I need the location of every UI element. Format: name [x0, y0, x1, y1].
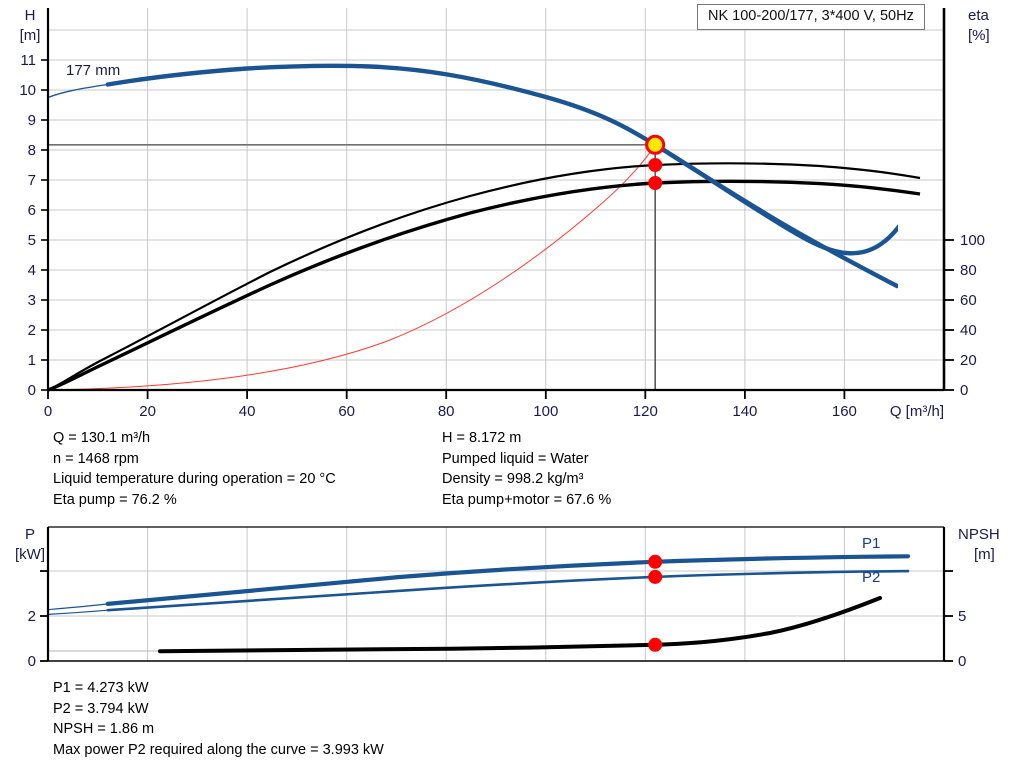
top-ytick-3: 3 [28, 292, 36, 309]
info-maxpower: Max power P2 required along the curve = … [53, 741, 384, 758]
top-ytick-5: 5 [28, 232, 36, 249]
info-liqtemp: Liquid temperature during operation = 20… [53, 471, 336, 487]
top-y2tick-40: 40 [960, 322, 977, 339]
top-ytick-0: 0 [28, 382, 36, 399]
bottom-y2tick-5: 5 [958, 608, 966, 625]
info-etapump: Eta pump = 76.2 % [53, 491, 177, 508]
bottom-right-ticks [944, 570, 953, 662]
top-ytick-7: 7 [28, 172, 36, 189]
npsh-curve [158, 596, 882, 654]
top-horizontal-gridlines [48, 29, 944, 361]
info-q: Q = 130.1 m³/h [53, 430, 151, 446]
top-xtick-100: 100 [533, 403, 558, 420]
impeller-diameter-label: 177 mm [66, 62, 120, 79]
top-ytick-11: 11 [20, 52, 36, 69]
power-npsh-chart: P1 P2 0 2 0 5 P [0, 515, 1024, 675]
top-ytick-8: 8 [28, 142, 36, 159]
head-curve-leadin [47, 83, 108, 99]
top-right-ticks [944, 239, 954, 391]
top-xtick-120: 120 [633, 403, 658, 420]
info-h: H = 8.172 m [442, 430, 522, 446]
eta-pump-marker[interactable] [648, 158, 663, 172]
top-right-mask [898, 200, 948, 300]
top-ytick-9: 9 [28, 112, 36, 129]
bottom-y2axis-title-line1: NPSH [958, 526, 1000, 543]
info-p2: P2 = 3.794 kW [53, 700, 149, 717]
top-ytick-1: 1 [28, 352, 36, 369]
top-left-ticks [41, 59, 48, 391]
operating-data-left: Q = 130.1 m³/h n = 1468 rpm Liquid tempe… [53, 428, 336, 510]
eta-pump-curve [47, 162, 921, 392]
head-efficiency-chart: 0 1 2 3 4 5 6 7 8 9 10 11 H [m] [19, 7, 990, 420]
p1-curve-leadin [47, 603, 108, 611]
top-xtick-40: 40 [239, 403, 256, 420]
bottom-left-ticks [40, 570, 48, 662]
npsh-marker[interactable] [648, 637, 663, 652]
top-y2axis-title-line2: [%] [968, 27, 990, 44]
info-p1: P1 = 4.273 kW [53, 680, 149, 696]
top-y2tick-80: 80 [960, 262, 977, 279]
bottom-ytick-2: 2 [28, 608, 36, 625]
top-xaxis-title: Q [m³/h] [890, 403, 944, 420]
p2-curve-leadin [47, 609, 108, 615]
head-curve-tail [653, 142, 900, 289]
eta-pump-motor-curve [47, 179, 921, 392]
pump-title-box: NK 100-200/177, 3*400 V, 50Hz [697, 4, 925, 30]
duty-point-marker[interactable] [645, 134, 666, 155]
bottom-yaxis-title-line1: P [25, 526, 35, 543]
bottom-yaxis-title-line2: [kW] [15, 546, 45, 563]
bottom-ytick-0: 0 [28, 653, 36, 670]
top-vertical-gridlines [147, 8, 845, 390]
info-pumpedliquid: Pumped liquid = Water [442, 450, 589, 467]
top-ytick-6: 6 [28, 202, 36, 219]
top-xtick-0: 0 [44, 403, 52, 420]
top-xtick-160: 160 [832, 403, 857, 420]
top-yaxis-title-line2: [m] [20, 27, 41, 44]
top-y2tick-60: 60 [960, 292, 977, 309]
bottom-y2axis-title-line2: [m] [974, 546, 995, 563]
bottom-plot-background [48, 527, 944, 661]
top-xtick-60: 60 [338, 403, 355, 420]
info-n: n = 1468 rpm [53, 450, 139, 467]
top-ytick-4: 4 [28, 262, 36, 279]
p2-series-label: P2 [862, 569, 880, 586]
bottom-vertical-gridlines [147, 527, 845, 661]
top-xticks [47, 390, 846, 399]
p2-curve [106, 569, 910, 612]
top-gridline-restore [898, 209, 944, 301]
top-ytick-2: 2 [28, 322, 36, 339]
top-xtick-20: 20 [139, 403, 156, 420]
top-ytick-10: 10 [19, 82, 36, 99]
info-etapumpmotor: Eta pump+motor = 67.6 % [442, 491, 612, 508]
operating-data-right: H = 8.172 m Pumped liquid = Water Densit… [442, 428, 611, 510]
top-y2tick-0: 0 [960, 382, 968, 399]
eta-pump-motor-marker[interactable] [648, 176, 663, 190]
bottom-y2tick-0: 0 [958, 653, 966, 670]
p1-curve [105, 554, 911, 606]
top-yaxis-title-line1: H [25, 7, 36, 24]
top-xtick-140: 140 [732, 403, 757, 420]
top-y2tick-100: 100 [960, 232, 985, 249]
top-y2tick-20: 20 [960, 352, 977, 369]
info-density: Density = 998.2 kg/m³ [442, 471, 584, 487]
top-y2axis-title-line1: eta [968, 7, 990, 24]
info-npsh: NPSH = 1.86 m [53, 721, 155, 737]
p1-series-label: P1 [862, 535, 880, 552]
p1-marker[interactable] [648, 554, 663, 569]
power-data-block: P1 = 4.273 kW P2 = 3.794 kW NPSH = 1.86 … [53, 678, 384, 760]
top-xtick-80: 80 [438, 403, 455, 420]
top-plot-background [48, 8, 944, 390]
p2-marker[interactable] [648, 569, 663, 584]
